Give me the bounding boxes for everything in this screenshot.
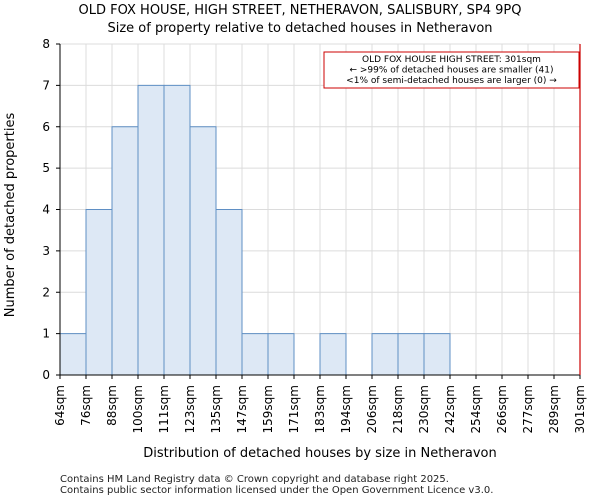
x-tick-label-100sqm: 100sqm — [131, 385, 145, 433]
x-tick-label-135sqm: 135sqm — [209, 385, 223, 433]
x-tick-label-171sqm: 171sqm — [287, 385, 301, 433]
y-tick-label: 7 — [42, 78, 50, 92]
x-tick-label-123sqm: 123sqm — [183, 385, 197, 433]
x-tick-label-147sqm: 147sqm — [235, 385, 249, 433]
y-tick-label: 8 — [42, 37, 50, 51]
x-tick-label-266sqm: 266sqm — [495, 385, 509, 433]
bar-100sqm — [137, 84, 165, 376]
bar-230sqm — [423, 333, 451, 376]
y-tick-label: 2 — [42, 285, 50, 299]
y-tick-label: 0 — [42, 368, 50, 382]
annotation-line-3: <1% of semi-detached houses are larger (… — [346, 76, 557, 86]
x-tick-label-289sqm: 289sqm — [547, 385, 561, 433]
x-tick-label-183sqm: 183sqm — [313, 385, 327, 433]
chart-subtitle: Size of property relative to detached ho… — [107, 21, 492, 36]
x-tick-label-88sqm: 88sqm — [105, 385, 119, 426]
x-tick-label-159sqm: 159sqm — [261, 385, 275, 433]
y-tick-label: 5 — [42, 161, 50, 175]
annotation-box: OLD FOX HOUSE HIGH STREET: 301sqm← >99% … — [323, 51, 580, 89]
axes — [56, 43, 581, 379]
x-tick-label-76sqm: 76sqm — [79, 385, 93, 426]
annotation-line-1: OLD FOX HOUSE HIGH STREET: 301sqm — [362, 55, 541, 65]
x-tick-label-194sqm: 194sqm — [339, 385, 353, 433]
bar-147sqm — [241, 333, 269, 376]
bar-64sqm — [59, 333, 87, 376]
bar-135sqm — [215, 209, 243, 376]
x-axis-label: Distribution of detached houses by size … — [143, 446, 496, 461]
bar-218sqm — [397, 333, 425, 376]
bar-123sqm — [189, 126, 217, 376]
x-tick-label-111sqm: 111sqm — [157, 385, 171, 433]
annotation-line-2: ← >99% of detached houses are smaller (4… — [349, 66, 553, 76]
footer-line-1: Contains HM Land Registry data © Crown c… — [60, 474, 449, 485]
chart-title: OLD FOX HOUSE, HIGH STREET, NETHERAVON, … — [79, 3, 522, 18]
x-tick-label-242sqm: 242sqm — [443, 385, 457, 433]
footer-line-2: Contains public sector information licen… — [60, 485, 494, 496]
x-tick-label-218sqm: 218sqm — [391, 385, 405, 433]
bar-183sqm — [319, 333, 347, 376]
x-tick-label-277sqm: 277sqm — [521, 385, 535, 433]
x-tick-label-230sqm: 230sqm — [417, 385, 431, 433]
bar-88sqm — [111, 126, 139, 376]
y-tick-label: 3 — [42, 244, 50, 258]
bar-159sqm — [267, 333, 295, 376]
y-tick-label: 6 — [42, 120, 50, 134]
bars — [59, 84, 451, 376]
y-axis-label: Number of detached properties — [3, 113, 18, 318]
y-tick-label: 4 — [42, 203, 50, 217]
x-tick-label-206sqm: 206sqm — [365, 385, 379, 433]
annotation-frame — [323, 51, 580, 89]
tick-labels: 0 1 2 3 4 5 6 7 8 64sqm 76sqm 88sqm 100sqm 111sqm 123s… — [42, 37, 587, 433]
y-tick-label: 1 — [42, 327, 50, 341]
bar-111sqm — [163, 84, 191, 376]
x-tick-label-254sqm: 254sqm — [469, 385, 483, 433]
x-tick-label-301sqm: 301sqm — [573, 385, 587, 433]
bar-206sqm — [371, 333, 399, 376]
bar-76sqm — [85, 209, 113, 376]
x-tick-label-64sqm: 64sqm — [53, 385, 67, 426]
